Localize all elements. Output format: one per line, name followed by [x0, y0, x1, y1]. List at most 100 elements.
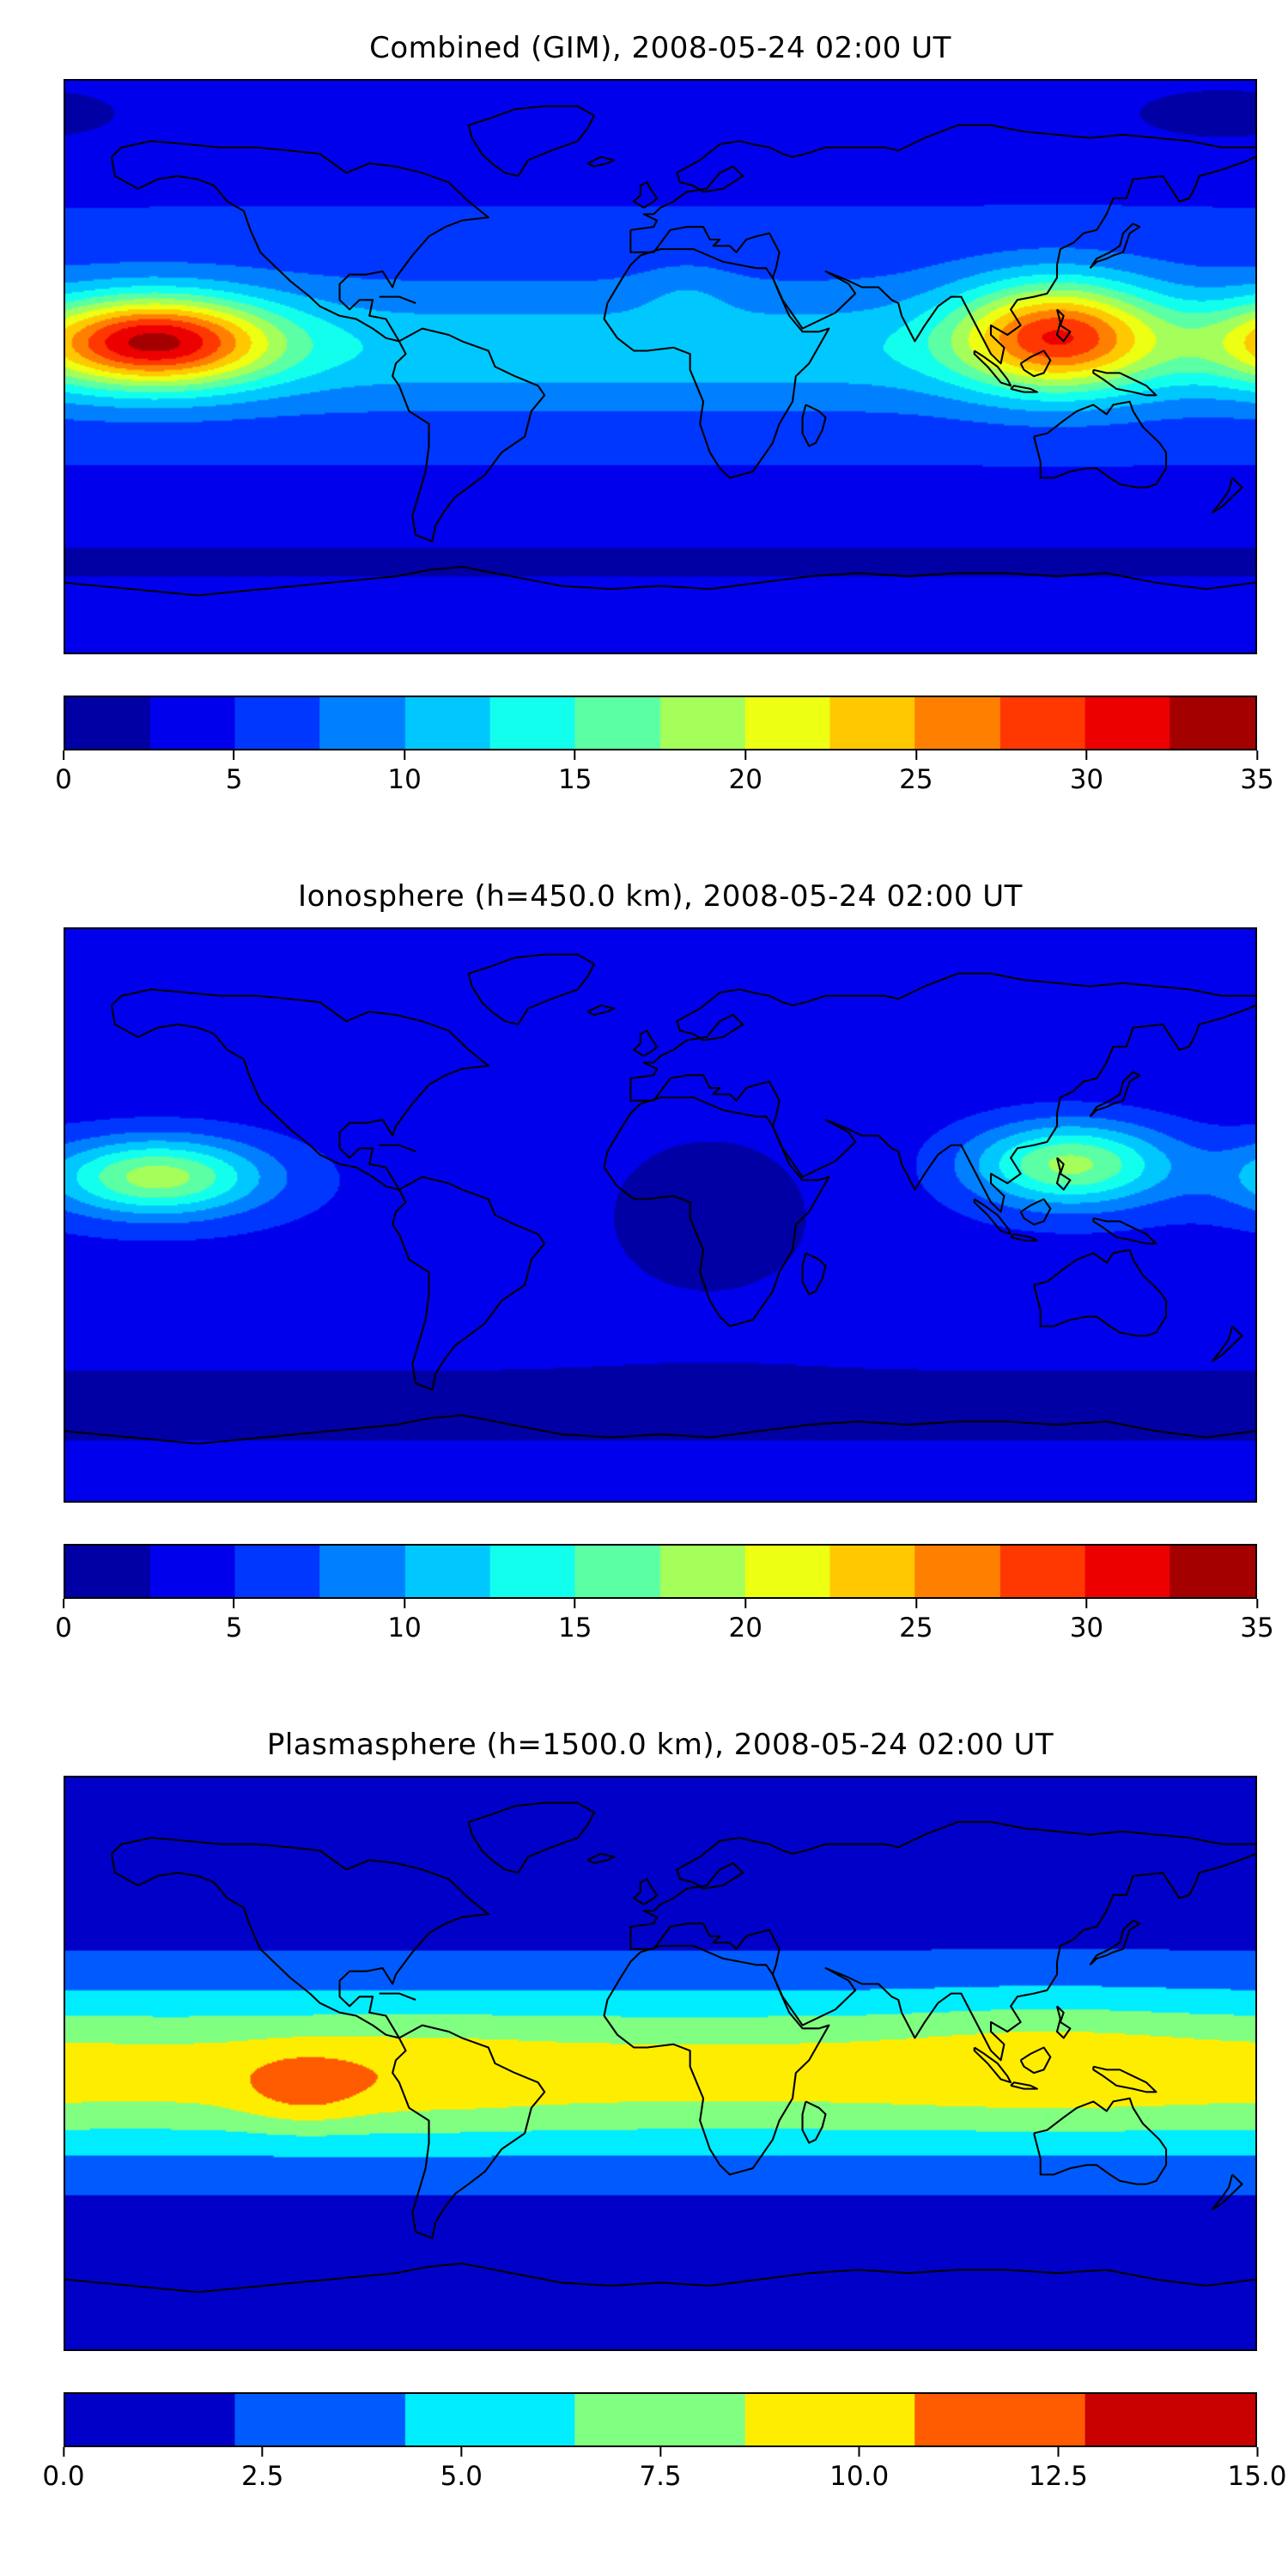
coastline-greenland: [467, 1801, 596, 1874]
colorbar-tick: 0: [55, 1599, 72, 1643]
tick-mark: [233, 1599, 235, 1608]
tick-mark: [858, 2447, 860, 2457]
tick-label: 5: [225, 1613, 243, 1643]
coastlines-overlay-plasmasphere: [65, 1801, 1255, 2293]
tick-label: 10.0: [829, 2461, 890, 2492]
coastline-java: [1010, 2081, 1038, 2090]
coastline-uk: [633, 181, 659, 209]
coastline-cuba: [379, 295, 416, 304]
coastline-australia: [1033, 2097, 1168, 2185]
coastline-sumatra: [973, 349, 1012, 387]
tick-label: 0: [55, 764, 72, 795]
tick-label: 20: [728, 1613, 763, 1643]
coastline-greenland: [467, 105, 596, 178]
colorbar-tick: 0.0: [42, 2447, 85, 2492]
colorbar-tick: 35: [1240, 750, 1274, 795]
tick-mark: [460, 2447, 463, 2457]
coastline-java: [1010, 1233, 1038, 1242]
tick-mark: [404, 750, 406, 760]
colorbar-ticks-combined: 0 5 10 15 20 25 30 35: [55, 750, 1274, 804]
coastline-south-america: [392, 2024, 546, 2239]
colorbar-tick: 10: [387, 1599, 422, 1643]
tick-label: 25: [899, 1613, 933, 1643]
tick-mark: [1057, 2447, 1060, 2457]
tick-label: 10: [387, 764, 422, 795]
coastline-new-zealand: [1211, 477, 1243, 514]
coastline-south-america: [392, 327, 546, 543]
colorbar-tick: 5: [225, 1599, 243, 1643]
colorbar-tick: 30: [1070, 1599, 1103, 1643]
colorbar-tick: 15.0: [1227, 2447, 1287, 2492]
colorbar-tick: 10.0: [829, 2447, 889, 2492]
map-ionosphere: [64, 927, 1257, 1503]
tick-label: 7.5: [639, 2461, 682, 2492]
coastline-sumatra: [973, 2046, 1012, 2084]
coastline-japan: [1089, 222, 1141, 270]
tick-label: 12.5: [1028, 2461, 1088, 2492]
coastline-australia: [1033, 400, 1168, 489]
coastline-uk: [633, 1030, 659, 1057]
colorbar-tick: 15: [558, 1599, 592, 1643]
colorbar-tick: 25: [899, 750, 933, 795]
tick-label: 0.0: [42, 2461, 85, 2492]
panel-ionosphere-title: Ionosphere (h=450.0 km), 2008-05-24 02:0…: [298, 879, 1023, 914]
coastline-cuba: [379, 1992, 416, 2001]
coastline-north-america: [110, 988, 489, 1191]
tick-mark: [1255, 1599, 1258, 1608]
tick-label: 25: [899, 764, 933, 795]
colorbar-canvas-combined: [65, 697, 1255, 749]
tec-field-canvas-ionosphere: [65, 929, 1255, 1501]
coastline-north-america: [110, 1837, 489, 2039]
tick-label: 35: [1240, 764, 1274, 795]
coastline-borneo: [1019, 1198, 1052, 1226]
tick-mark: [1085, 1599, 1088, 1608]
coastline-antarctica: [65, 2263, 1255, 2293]
tick-label: 2.5: [241, 2461, 284, 2492]
coastline-new-guinea: [1092, 1217, 1157, 1245]
coastline-antarctica: [65, 566, 1255, 597]
tick-mark: [1256, 2447, 1258, 2457]
colorbar-plasmasphere: [64, 2392, 1257, 2447]
tick-mark: [261, 2447, 264, 2457]
tick-mark: [914, 1599, 917, 1608]
tick-mark: [744, 1599, 747, 1608]
coastline-new-guinea: [1092, 2065, 1157, 2093]
tick-mark: [659, 2447, 661, 2457]
tick-mark: [233, 750, 235, 760]
colorbar-tick: 20: [729, 750, 762, 795]
tick-mark: [1255, 750, 1258, 760]
coastline-australia: [1033, 1249, 1168, 1337]
panel-ionosphere: Ionosphere (h=450.0 km), 2008-05-24 02:0…: [55, 804, 1274, 1652]
coastlines-overlay-ionosphere: [65, 953, 1255, 1445]
tick-label: 5.0: [440, 2461, 483, 2492]
colorbar-ticks-ionosphere: 0 5 10 15 20 25 30 35: [55, 1599, 1274, 1652]
coastline-new-guinea: [1092, 368, 1157, 397]
coastline-japan: [1089, 1071, 1141, 1118]
tick-label: 20: [728, 764, 763, 795]
tick-mark: [574, 750, 576, 760]
panel-plasmasphere: Plasmasphere (h=1500.0 km), 2008-05-24 0…: [42, 1652, 1286, 2500]
coastline-north-america: [110, 140, 489, 343]
colorbar-canvas-ionosphere: [65, 1546, 1255, 1597]
coastline-eurasia-south: [629, 1852, 1255, 2062]
coastline-java: [1010, 385, 1038, 393]
colorbar-tick: 12.5: [1029, 2447, 1088, 2492]
colorbar-tick: 0: [55, 750, 72, 795]
colorbar-tick: 35: [1240, 1599, 1274, 1643]
coastline-eurasia-north: [630, 124, 1255, 231]
coastline-eurasia-south: [629, 155, 1255, 365]
coastline-new-zealand: [1211, 1325, 1243, 1363]
colorbar-tick: 5: [225, 750, 243, 795]
tick-label: 5: [225, 764, 243, 795]
panel-plasmasphere-title: Plasmasphere (h=1500.0 km), 2008-05-24 0…: [266, 1728, 1054, 1762]
colorbar-tick: 2.5: [241, 2447, 283, 2492]
colorbar-tick: 7.5: [639, 2447, 682, 2492]
coastline-new-zealand: [1211, 2173, 1243, 2211]
coastline-uk: [633, 1878, 659, 1905]
tec-field-canvas-combined: [65, 81, 1255, 653]
tick-mark: [914, 750, 917, 760]
colorbar-tick: 5.0: [440, 2447, 483, 2492]
coastline-africa: [603, 1945, 830, 2176]
coastline-japan: [1089, 1919, 1141, 1966]
coastline-africa: [603, 248, 830, 479]
